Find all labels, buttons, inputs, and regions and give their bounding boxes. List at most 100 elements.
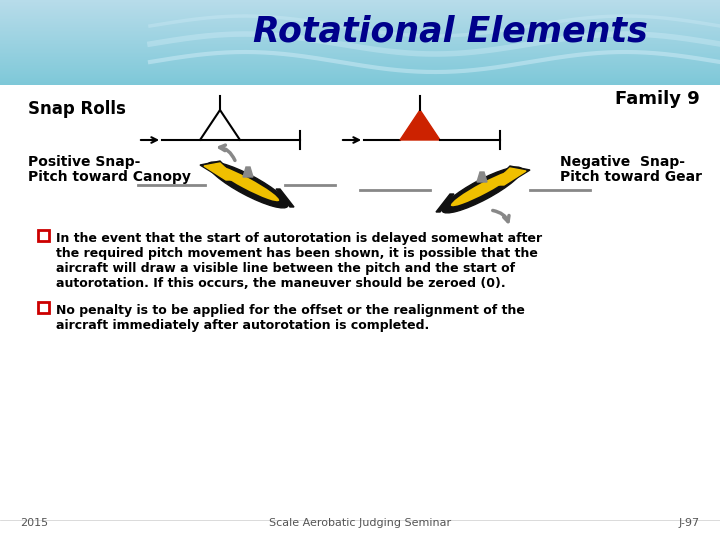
Text: Rotational Elements: Rotational Elements bbox=[253, 15, 647, 49]
Bar bbox=[0, 38, 720, 39]
Bar bbox=[0, 74, 720, 75]
Bar bbox=[0, 75, 720, 76]
Bar bbox=[0, 21, 720, 22]
Bar bbox=[0, 37, 720, 38]
Polygon shape bbox=[276, 189, 294, 207]
Bar bbox=[0, 58, 720, 59]
Bar bbox=[0, 36, 720, 37]
Bar bbox=[0, 33, 720, 34]
Text: the required pitch movement has been shown, it is possible that the: the required pitch movement has been sho… bbox=[56, 247, 538, 260]
Bar bbox=[0, 54, 720, 55]
Bar bbox=[0, 66, 720, 67]
Text: In the event that the start of autorotation is delayed somewhat after: In the event that the start of autorotat… bbox=[56, 232, 542, 245]
Bar bbox=[0, 43, 720, 44]
Polygon shape bbox=[200, 161, 240, 181]
Bar bbox=[0, 84, 720, 85]
Bar bbox=[0, 48, 720, 49]
Bar bbox=[0, 22, 720, 23]
Bar bbox=[0, 3, 720, 4]
Bar bbox=[38, 230, 49, 241]
Text: Pitch toward Canopy: Pitch toward Canopy bbox=[28, 170, 191, 184]
Bar bbox=[0, 73, 720, 74]
Bar bbox=[0, 78, 720, 79]
Bar bbox=[0, 31, 720, 32]
Bar bbox=[38, 302, 49, 313]
Bar bbox=[0, 57, 720, 58]
Polygon shape bbox=[204, 163, 238, 180]
Bar bbox=[0, 18, 720, 19]
Bar bbox=[0, 46, 720, 47]
Bar bbox=[0, 45, 720, 46]
Bar bbox=[0, 55, 720, 56]
Bar bbox=[0, 51, 720, 52]
Ellipse shape bbox=[213, 165, 279, 201]
Ellipse shape bbox=[442, 167, 522, 213]
Bar bbox=[0, 47, 720, 48]
Bar bbox=[0, 39, 720, 40]
Bar bbox=[0, 68, 720, 69]
Bar bbox=[0, 28, 720, 29]
Bar bbox=[0, 0, 720, 1]
Bar bbox=[0, 10, 720, 11]
Bar bbox=[0, 16, 720, 17]
Bar bbox=[0, 72, 720, 73]
Bar bbox=[0, 4, 720, 5]
Bar bbox=[0, 83, 720, 84]
Bar bbox=[0, 77, 720, 78]
Text: autorotation. If this occurs, the maneuver should be zeroed (0).: autorotation. If this occurs, the maneuv… bbox=[56, 277, 505, 290]
Bar bbox=[0, 5, 720, 6]
Bar bbox=[0, 56, 720, 57]
Bar bbox=[0, 64, 720, 65]
Polygon shape bbox=[477, 172, 487, 182]
Bar bbox=[0, 13, 720, 14]
Bar bbox=[0, 7, 720, 8]
Text: aircraft will draw a visible line between the pitch and the start of: aircraft will draw a visible line betwee… bbox=[56, 262, 515, 275]
Polygon shape bbox=[490, 166, 530, 186]
Bar bbox=[0, 25, 720, 26]
Polygon shape bbox=[400, 110, 440, 140]
Bar bbox=[0, 40, 720, 41]
Bar bbox=[0, 49, 720, 50]
Bar bbox=[0, 65, 720, 66]
Bar bbox=[0, 63, 720, 64]
Bar bbox=[0, 2, 720, 3]
Bar bbox=[0, 12, 720, 13]
Text: aircraft immediately after autorotation is completed.: aircraft immediately after autorotation … bbox=[56, 319, 429, 332]
Bar bbox=[0, 8, 720, 9]
Text: Snap Rolls: Snap Rolls bbox=[28, 100, 126, 118]
Text: Scale Aerobatic Judging Seminar: Scale Aerobatic Judging Seminar bbox=[269, 518, 451, 528]
Bar bbox=[0, 26, 720, 27]
Bar bbox=[0, 42, 720, 43]
Bar bbox=[0, 23, 720, 24]
Bar bbox=[0, 70, 720, 71]
Bar bbox=[0, 79, 720, 80]
Polygon shape bbox=[200, 110, 240, 140]
Text: Positive Snap-: Positive Snap- bbox=[28, 155, 140, 169]
Text: 2015: 2015 bbox=[20, 518, 48, 528]
Bar bbox=[0, 32, 720, 33]
Bar bbox=[0, 20, 720, 21]
Bar bbox=[0, 71, 720, 72]
Bar bbox=[0, 41, 720, 42]
Bar bbox=[0, 30, 720, 31]
Bar bbox=[0, 61, 720, 62]
Bar bbox=[0, 1, 720, 2]
Bar bbox=[0, 27, 720, 28]
Bar bbox=[0, 19, 720, 20]
Bar bbox=[0, 17, 720, 18]
Bar bbox=[0, 14, 720, 15]
Bar bbox=[0, 15, 720, 16]
Bar bbox=[0, 76, 720, 77]
Bar bbox=[0, 67, 720, 68]
Bar bbox=[0, 59, 720, 60]
Bar bbox=[0, 69, 720, 70]
Polygon shape bbox=[436, 194, 454, 212]
Bar bbox=[0, 80, 720, 81]
Polygon shape bbox=[492, 168, 526, 185]
Bar bbox=[0, 81, 720, 82]
Bar bbox=[0, 24, 720, 25]
Text: Negative  Snap-: Negative Snap- bbox=[560, 155, 685, 169]
Text: Pitch toward Gear: Pitch toward Gear bbox=[560, 170, 702, 184]
Bar bbox=[0, 50, 720, 51]
Bar bbox=[0, 62, 720, 63]
